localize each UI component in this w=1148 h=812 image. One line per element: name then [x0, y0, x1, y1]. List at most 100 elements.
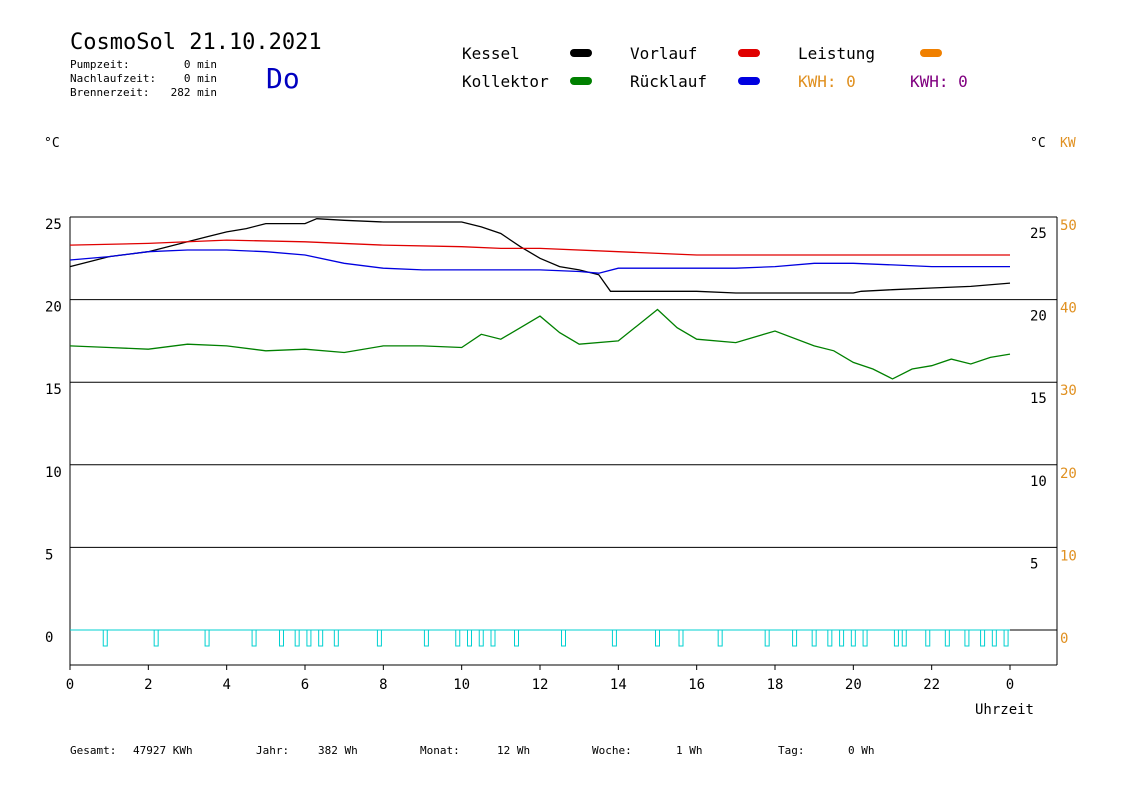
- stat-label: Brennerzeit:: [70, 86, 150, 99]
- legend-label-ruecklauf: Rücklauf: [630, 72, 708, 91]
- pump-pulse: [423, 629, 429, 647]
- pump-pulse: [102, 629, 108, 647]
- pump-pulse: [514, 629, 519, 647]
- pump-pulse: [294, 629, 300, 647]
- pump-pulse: [980, 629, 986, 647]
- pump-pulse: [862, 629, 868, 647]
- footer-monat-value: 12 Wh: [497, 744, 531, 757]
- footer-woche-value: 1 Wh: [676, 744, 703, 757]
- left-tick-label: 15: [45, 382, 62, 398]
- x-tick-label: 6: [301, 677, 309, 693]
- x-tick-label: 2: [144, 677, 152, 693]
- pump-pulse: [901, 629, 907, 647]
- pump-pulse: [1003, 629, 1009, 647]
- pump-pulse: [792, 629, 798, 647]
- legend-swatch-vorlauf: [738, 49, 760, 57]
- pump-pulse: [318, 629, 324, 647]
- pump-pulse: [153, 629, 159, 647]
- footer-jahr-value: 382 Wh: [318, 744, 358, 757]
- pump-pulse: [306, 629, 312, 647]
- left-tick-label: 25: [45, 217, 62, 233]
- kw-tick-label: 10: [1060, 548, 1077, 564]
- x-tick-label: 4: [222, 677, 230, 693]
- pump-pulse: [717, 629, 723, 647]
- series-line-kollektor: [69, 308, 1011, 380]
- kw-tick-label: 50: [1060, 218, 1077, 234]
- footer-monat-label: Monat:: [420, 744, 460, 757]
- kw-tick-label: 0: [1060, 631, 1068, 647]
- footer-gesamt-value: 47927 KWh: [133, 744, 193, 757]
- right-tick-label: 20: [1030, 309, 1047, 325]
- x-tick-label: 0: [66, 677, 74, 693]
- stat-nachlaufzeit: Nachlaufzeit:: [70, 72, 156, 85]
- pump-pulse: [991, 629, 997, 647]
- weekday-label: Do: [266, 62, 300, 95]
- x-axis-label: Uhrzeit: [975, 702, 1034, 718]
- stat-label: Pumpzeit:: [70, 58, 130, 71]
- x-tick-label: 16: [688, 677, 705, 693]
- legend-label-kollektor: Kollektor: [462, 72, 549, 91]
- pump-pulse: [204, 629, 210, 647]
- pump-pulse: [251, 629, 257, 647]
- pump-pulse: [333, 629, 339, 647]
- series-line-ruecklauf: [69, 249, 1010, 274]
- pump-pulse: [655, 629, 660, 647]
- pump-pulse: [811, 629, 817, 647]
- legend-label-vorlauf: Vorlauf: [630, 44, 698, 63]
- stat-brennerzeit: Brennerzeit:: [70, 86, 149, 99]
- left-tick-label: 0: [45, 630, 53, 646]
- footer-jahr-label: Jahr:: [256, 744, 290, 757]
- legend-swatch-kollektor: [570, 77, 592, 85]
- x-tick-label: 8: [379, 677, 387, 693]
- pump-pulse: [561, 629, 566, 647]
- pump-pulse: [376, 629, 382, 647]
- x-tick-label: 20: [845, 677, 862, 693]
- legend-swatch-leistung: [920, 49, 942, 57]
- x-tick-label: 18: [767, 677, 784, 693]
- footer-gesamt-label: Gesamt:: [70, 744, 117, 757]
- legend-label-kessel: Kessel: [462, 44, 520, 63]
- left-axis-unit: °C: [44, 136, 60, 151]
- right-tick-label: 25: [1030, 226, 1047, 242]
- pump-pulse: [964, 629, 970, 647]
- pump-pulse: [925, 629, 931, 647]
- pump-pulse: [467, 629, 472, 647]
- series-line-vorlauf: [69, 239, 1010, 256]
- right-tick-label: 5: [1030, 556, 1038, 572]
- kw-tick-label: 30: [1060, 383, 1077, 399]
- x-tick-label: 12: [532, 677, 549, 693]
- kw-tick-label: 20: [1060, 466, 1077, 482]
- x-tick-label: 22: [923, 677, 940, 693]
- x-tick-label: 0: [1006, 677, 1014, 693]
- right-tick-label: 15: [1030, 391, 1047, 407]
- pump-pulse: [944, 629, 950, 647]
- left-tick-label: 20: [45, 300, 62, 316]
- stat-value: 0 min: [183, 72, 217, 85]
- pump-pulse: [850, 629, 856, 647]
- pump-pulse: [827, 629, 833, 647]
- kw-axis-unit: KW: [1060, 136, 1076, 151]
- kwh-orange-label: KWH: 0: [798, 72, 856, 91]
- pump-pulse: [764, 629, 770, 647]
- x-tick-label: 10: [453, 677, 470, 693]
- x-tick-label: 14: [610, 677, 627, 693]
- stat-label: Nachlaufzeit:: [70, 72, 157, 85]
- legend-swatch-kessel: [570, 49, 592, 57]
- stat-value: 282 min: [170, 86, 217, 99]
- pump-pulse: [490, 629, 496, 647]
- footer-woche-label: Woche:: [592, 744, 632, 757]
- right-tick-label: 10: [1030, 474, 1047, 490]
- footer-tag-label: Tag:: [778, 744, 805, 757]
- pump-pulse: [893, 629, 899, 647]
- pump-pulse: [279, 629, 284, 647]
- left-tick-label: 5: [45, 547, 53, 563]
- right-axis-unit: °C: [1030, 136, 1046, 151]
- chart-title: CosmoSol 21.10.2021: [70, 30, 322, 55]
- kw-tick-label: 40: [1060, 301, 1077, 317]
- pump-pulse: [478, 629, 484, 647]
- legend-label-leistung: Leistung: [798, 44, 876, 63]
- left-tick-label: 10: [45, 465, 62, 481]
- pump-pulse: [678, 629, 684, 647]
- legend-swatch-ruecklauf: [738, 77, 760, 85]
